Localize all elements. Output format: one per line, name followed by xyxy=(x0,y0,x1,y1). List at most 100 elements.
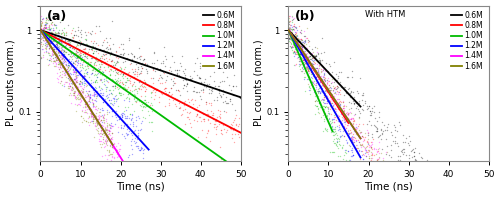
Point xyxy=(88,72,96,75)
Point xyxy=(308,57,316,60)
Point xyxy=(308,74,316,77)
Point xyxy=(122,116,130,120)
Point xyxy=(350,140,358,144)
Point xyxy=(46,44,54,47)
Point xyxy=(108,132,116,135)
Point xyxy=(54,63,62,66)
Point xyxy=(116,80,124,84)
Point xyxy=(70,70,78,73)
Point xyxy=(300,60,308,64)
Point xyxy=(82,43,90,46)
Point xyxy=(146,113,154,116)
Point xyxy=(56,41,64,44)
Point xyxy=(232,123,240,126)
Point xyxy=(56,65,64,68)
Point xyxy=(334,116,342,119)
Point xyxy=(375,147,383,150)
Point xyxy=(162,79,170,82)
Point xyxy=(90,62,98,65)
Point xyxy=(52,58,60,61)
Point xyxy=(354,146,362,149)
Point xyxy=(204,119,212,122)
Point xyxy=(378,148,386,151)
Point xyxy=(364,149,372,152)
Point xyxy=(61,71,69,74)
Point xyxy=(293,44,301,47)
Point xyxy=(325,79,333,82)
Point xyxy=(334,147,342,150)
Point xyxy=(74,93,82,96)
Point xyxy=(320,78,328,82)
Point xyxy=(387,156,395,159)
Point xyxy=(340,112,347,115)
Point xyxy=(346,137,354,140)
1.0M xyxy=(296,55,302,57)
Point xyxy=(56,48,64,51)
Point xyxy=(227,122,235,125)
Point xyxy=(125,79,133,82)
Point xyxy=(323,96,331,99)
Point xyxy=(92,125,100,128)
Point xyxy=(111,95,119,98)
Point xyxy=(63,81,71,84)
Point xyxy=(48,31,56,34)
Point xyxy=(98,70,106,73)
Point xyxy=(71,56,79,59)
Point xyxy=(118,112,126,115)
Point xyxy=(130,88,138,91)
Point xyxy=(315,72,323,75)
Point xyxy=(332,105,340,108)
Point xyxy=(346,159,354,162)
Point xyxy=(391,135,399,138)
Point xyxy=(417,155,425,158)
Point xyxy=(330,137,338,140)
Point xyxy=(292,33,300,36)
Point xyxy=(328,81,336,84)
Point xyxy=(174,88,182,91)
Point xyxy=(288,32,296,35)
Point xyxy=(348,139,356,142)
Point xyxy=(50,59,58,62)
Point xyxy=(122,87,130,91)
Point xyxy=(306,80,314,83)
Point xyxy=(342,158,350,162)
Point xyxy=(368,141,376,144)
Point xyxy=(92,92,100,95)
Point xyxy=(361,135,369,138)
Point xyxy=(314,90,322,93)
Point xyxy=(320,72,328,75)
Point xyxy=(195,115,203,118)
Point xyxy=(364,106,372,109)
Point xyxy=(342,148,350,151)
1.2M xyxy=(318,86,324,89)
Point xyxy=(79,60,87,63)
Point xyxy=(64,69,72,72)
Point xyxy=(93,57,101,60)
Point xyxy=(354,110,362,113)
Point xyxy=(120,134,128,137)
Point xyxy=(188,77,196,80)
Point xyxy=(38,38,46,42)
Point xyxy=(105,98,113,101)
Point xyxy=(92,124,100,127)
Point xyxy=(112,94,120,97)
Point xyxy=(312,92,320,95)
Point xyxy=(100,146,108,149)
Point xyxy=(109,69,117,72)
Point xyxy=(127,117,135,120)
Point xyxy=(288,28,296,31)
Point xyxy=(410,155,418,158)
Point xyxy=(71,95,79,98)
Point xyxy=(92,63,100,66)
Point xyxy=(214,109,222,112)
Point xyxy=(340,125,348,129)
Point xyxy=(106,138,114,141)
Point xyxy=(296,53,304,56)
Point xyxy=(352,106,360,109)
Point xyxy=(297,62,305,65)
Point xyxy=(112,113,120,116)
Point xyxy=(72,83,80,86)
Point xyxy=(90,93,98,96)
Point xyxy=(350,101,358,104)
Point xyxy=(152,70,160,73)
